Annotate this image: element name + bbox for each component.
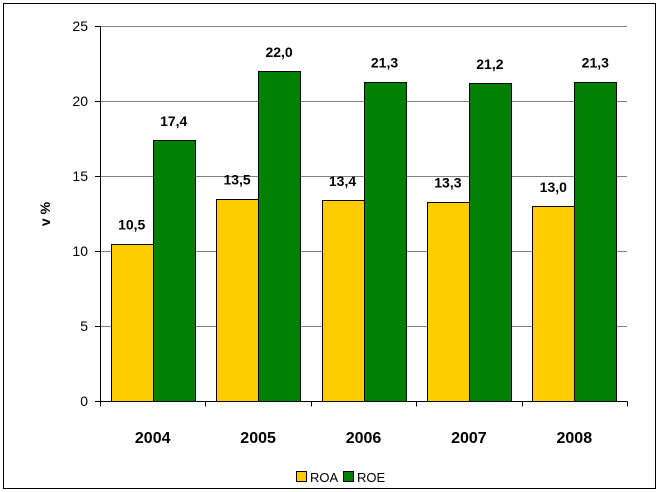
- legend-label-roa: ROA: [310, 470, 339, 485]
- bar-roa-2007: [427, 202, 470, 402]
- bar-roe-2008: [574, 82, 617, 402]
- bar-roe-2005: [258, 71, 301, 402]
- y-axis-title: v %: [37, 201, 53, 226]
- x-tick-label-2007: 2007: [451, 430, 487, 447]
- legend-swatch-roe: [343, 471, 354, 482]
- legend-swatch-roa: [296, 471, 307, 482]
- y-tick-label: 25: [72, 18, 88, 34]
- data-label-roa-2006: 13,4: [329, 173, 356, 189]
- legend-label-roe: ROE: [357, 470, 386, 485]
- data-label-roe-2007: 21,2: [476, 56, 503, 72]
- bar-roa-2004: [111, 244, 154, 402]
- bar-roa-2008: [532, 206, 575, 402]
- x-tick-labels: 2004 2005 2006 2007 2008: [135, 430, 592, 447]
- bar-roe-2007: [469, 83, 512, 402]
- x-tick-label-2008: 2008: [557, 430, 593, 447]
- bar-roa-2006: [322, 200, 365, 402]
- bar-roe-2004: [153, 140, 196, 402]
- y-tick-label: 0: [80, 393, 88, 409]
- x-tick-label-2006: 2006: [346, 430, 382, 447]
- x-tick-label-2004: 2004: [135, 430, 171, 447]
- y-tick-labels: 0 5 10 15 20 25: [72, 18, 88, 409]
- y-tick-label: 10: [72, 243, 88, 259]
- x-tick-label-2005: 2005: [240, 430, 276, 447]
- y-tick-label: 5: [80, 318, 88, 334]
- data-label-roa-2004: 10,5: [118, 217, 145, 233]
- legend: ROA ROE: [296, 470, 386, 485]
- bar-roe-2006: [364, 82, 407, 402]
- y-tick-label: 15: [72, 168, 88, 184]
- axes: [95, 26, 628, 407]
- bars: [111, 71, 617, 402]
- data-label-roe-2008: 21,3: [582, 55, 609, 71]
- data-label-roe-2005: 22,0: [265, 44, 292, 60]
- data-labels: 10,5 17,4 13,5 22,0 13,4 21,3 13,3 21,2 13,0 21,3: [118, 44, 609, 233]
- data-label-roa-2007: 13,3: [434, 175, 461, 191]
- data-label-roa-2005: 13,5: [223, 172, 250, 188]
- bar-roa-2005: [216, 199, 259, 402]
- data-label-roe-2006: 21,3: [371, 55, 398, 71]
- data-label-roe-2004: 17,4: [160, 113, 187, 129]
- data-label-roa-2008: 13,0: [540, 179, 567, 195]
- y-tick-label: 20: [72, 93, 88, 109]
